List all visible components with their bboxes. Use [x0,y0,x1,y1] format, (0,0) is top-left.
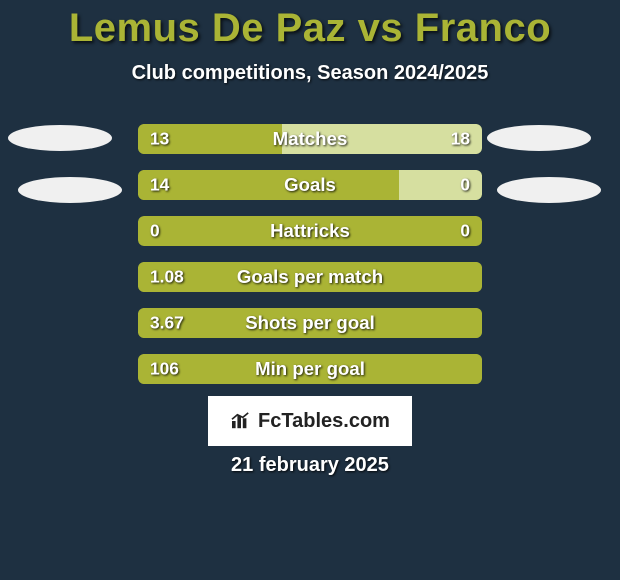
stat-row: 1.08 Goals per match [138,262,482,292]
stat-row: 106 Min per goal [138,354,482,384]
stat-value-right: 0 [460,221,470,242]
avatar-right-1 [487,125,591,151]
bar-chart-icon [230,412,252,430]
stat-row: 14 0 Goals [138,170,482,200]
stat-label: Matches [273,128,348,150]
stat-value-left: 0 [150,221,160,242]
stat-bar-left-fill [138,170,399,200]
footer-date: 21 february 2025 [0,454,620,477]
stat-value-left: 106 [150,359,179,380]
stat-value-left: 14 [150,175,169,196]
comparison-infographic: Lemus De Paz vs Franco Club competitions… [0,0,620,580]
stat-row: 3.67 Shots per goal [138,308,482,338]
avatar-right-2 [497,177,601,203]
avatar-left-1 [8,125,112,151]
stat-bars: 13 18 Matches 14 0 Goals 0 0 Hattricks 1.08 Goals … [138,124,482,400]
stat-row: 13 18 Matches [138,124,482,154]
stat-value-right: 0 [460,175,470,196]
stat-label: Goals per match [237,266,383,288]
stat-label: Hattricks [270,220,350,242]
stat-value-right: 18 [451,129,470,150]
stat-value-left: 3.67 [150,313,184,334]
stat-row: 0 0 Hattricks [138,216,482,246]
stat-label: Min per goal [255,358,365,380]
avatar-left-2 [18,177,122,203]
logo-text: FcTables.com [258,410,390,433]
stat-label: Shots per goal [245,312,375,334]
page-title: Lemus De Paz vs Franco [0,6,620,51]
stat-label: Goals [284,174,336,196]
stat-value-left: 13 [150,129,169,150]
logo-box: FcTables.com [208,396,412,446]
subtitle: Club competitions, Season 2024/2025 [0,62,620,85]
stat-value-left: 1.08 [150,267,184,288]
